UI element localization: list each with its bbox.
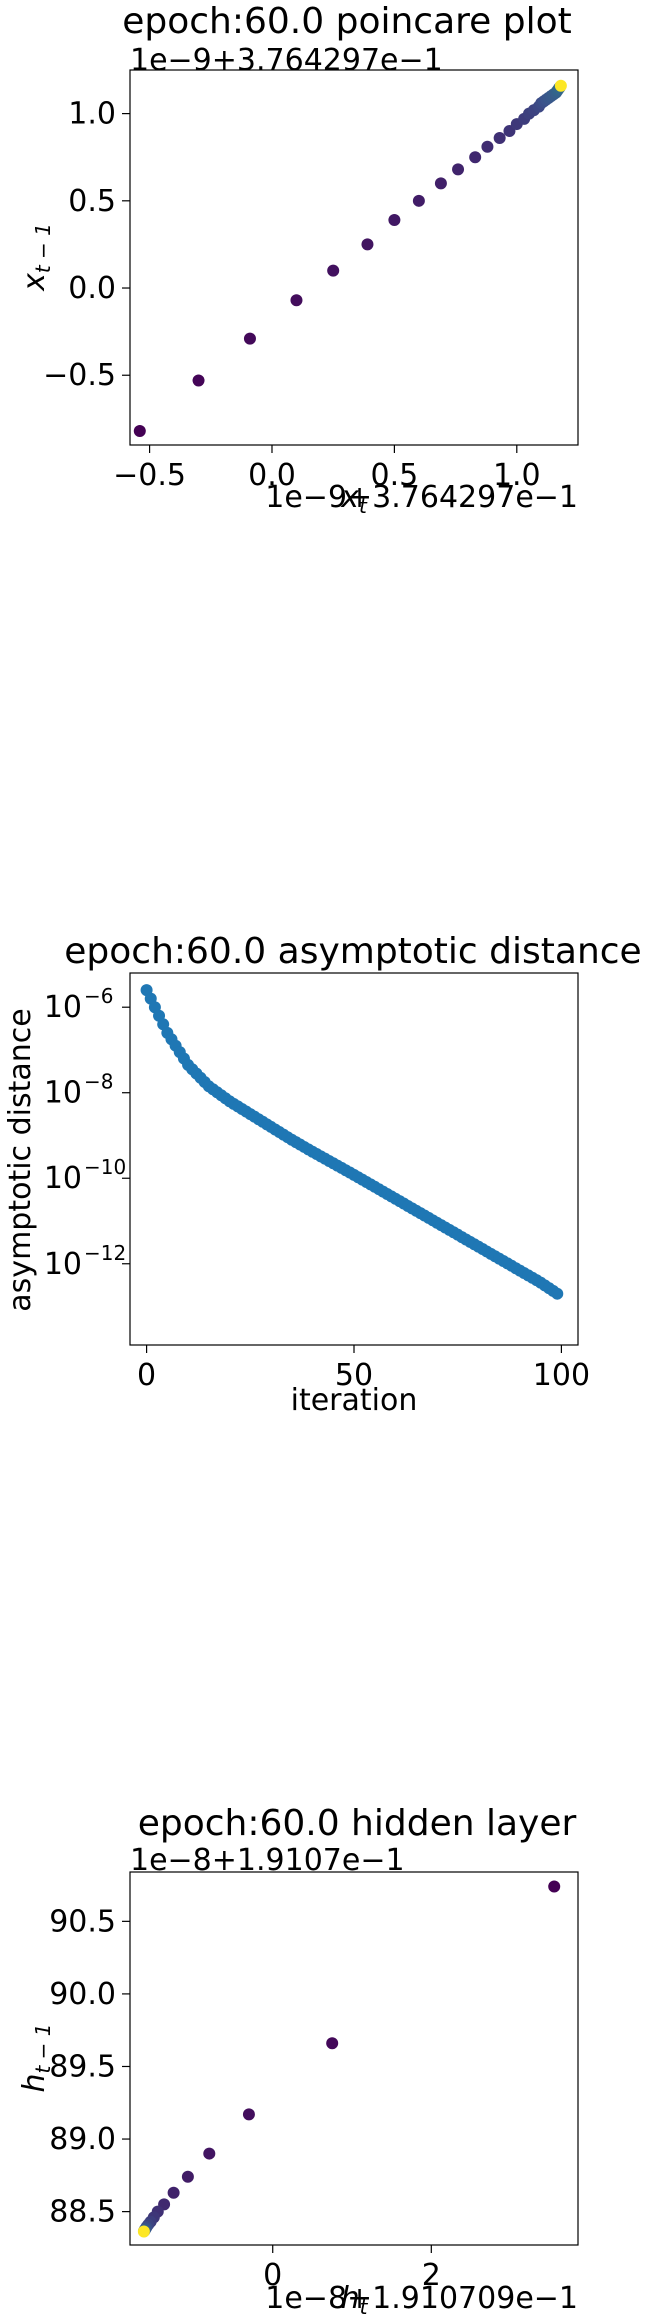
asymptotic-distance-panel: epoch:60.0 asymptotic distance 0 50 100 10… [3, 931, 642, 1418]
poincare-point [243, 332, 256, 345]
poincare-y-tick-label: −0.5 [43, 358, 116, 393]
hidden-layer-point [181, 2170, 194, 2183]
poincare-y-ticks: −0.5 0.0 0.5 1.0 [43, 97, 130, 393]
hidden-layer-points [137, 1880, 561, 2238]
asymptotic-y-tick-exponent: −8 [84, 1070, 113, 1094]
hidden-layer-y-axis-label: ht − 1 [17, 2023, 55, 2092]
hidden-layer-point [203, 2147, 216, 2160]
asymptotic-title: epoch:60.0 asymptotic distance [64, 931, 641, 972]
poincare-plot-panel: epoch:60.0 poincare plot 1e−9+3.764297e−… [17, 1, 579, 518]
asymptotic-x-tick-label: 50 [335, 1358, 373, 1393]
hidden-layer-point [167, 2186, 180, 2199]
poincare-x-offset-label: 1e−9+3.764297e−1 [265, 480, 578, 515]
asymptotic-y-tick-exponent: −12 [84, 1241, 126, 1265]
poincare-point [388, 214, 401, 226]
hidden-layer-title: epoch:60.0 hidden layer [138, 1803, 577, 1844]
asymptotic-y-tick-exponent: −10 [84, 1155, 126, 1179]
hidden-layer-panel: epoch:60.0 hidden layer 1e−8+1.9107e−1 0… [17, 1803, 579, 2319]
hidden-layer-y-tick-label: 88.5 [49, 2195, 116, 2230]
asymptotic-y-tick-label: 10 [44, 1161, 82, 1196]
asymptotic-y-tick-exponent: −6 [84, 984, 113, 1008]
poincare-point [192, 374, 205, 387]
hidden-layer-x-offset-label: 1e−8+1.910709e−1 [265, 2281, 578, 2316]
asymptotic-y-tick-label: 10 [44, 990, 82, 1025]
poincare-point [452, 163, 465, 176]
poincare-y-axis-label: xt − 1 [17, 223, 55, 292]
poincare-point [361, 238, 374, 251]
poincare-point [133, 425, 146, 438]
poincare-title: epoch:60.0 poincare plot [122, 1, 572, 42]
hidden-layer-point [548, 1880, 561, 1893]
hidden-layer-y-tick-label: 90.0 [49, 1977, 116, 2012]
poincare-point [290, 294, 303, 307]
hidden-layer-x-tick-label: 0 [263, 2258, 282, 2293]
poincare-x-ticks: −0.5 0.0 0.5 1.0 [113, 445, 541, 493]
asymptotic-x-axis-label: iteration [291, 1383, 418, 1418]
poincare-x-tick-label: 0.0 [248, 458, 296, 493]
poincare-x-tick-label: −0.5 [113, 458, 186, 493]
poincare-y-tick-label: 1.0 [68, 97, 116, 132]
poincare-y-tick-label: 0.5 [68, 184, 116, 219]
poincare-points [133, 79, 567, 438]
poincare-plot-area [129, 69, 579, 446]
asymptotic-x-tick-label: 0 [137, 1358, 156, 1393]
asymptotic-y-tick-label: 10 [44, 1076, 82, 1111]
hidden-layer-point [326, 2037, 339, 2050]
hidden-layer-point [242, 2108, 255, 2121]
hidden-layer-x-tick-label: 2 [422, 2258, 441, 2293]
asymptotic-point [551, 1287, 564, 1300]
poincare-point [554, 79, 567, 92]
hidden-layer-y-tick-label: 90.5 [49, 1904, 116, 1939]
poincare-point [327, 264, 340, 277]
asymptotic-y-tick-label: 10 [44, 1247, 82, 1282]
poincare-point [481, 140, 494, 153]
hidden-layer-y-tick-label: 89.5 [49, 2049, 116, 2084]
hidden-layer-y-ticks: 88.5 89.0 89.5 90.0 90.5 [49, 1904, 130, 2230]
poincare-point [469, 151, 482, 164]
asymptotic-plot-area [129, 972, 579, 1346]
hidden-layer-point [137, 2225, 150, 2238]
poincare-y-tick-label: 0.0 [68, 271, 116, 306]
poincare-x-tick-label: 1.0 [493, 458, 541, 493]
asymptotic-x-ticks: 0 50 100 [137, 1345, 590, 1393]
poincare-point [434, 177, 447, 190]
asymptotic-x-tick-label: 100 [533, 1358, 590, 1393]
poincare-point [412, 194, 425, 207]
asymptotic-points [140, 984, 564, 1300]
hidden-layer-plot-area [129, 1871, 579, 2246]
hidden-layer-y-tick-label: 89.0 [49, 2122, 116, 2157]
asymptotic-y-axis-label: asymptotic distance [3, 1008, 38, 1311]
poincare-point [493, 132, 506, 145]
poincare-x-tick-label: 0.5 [371, 458, 419, 493]
